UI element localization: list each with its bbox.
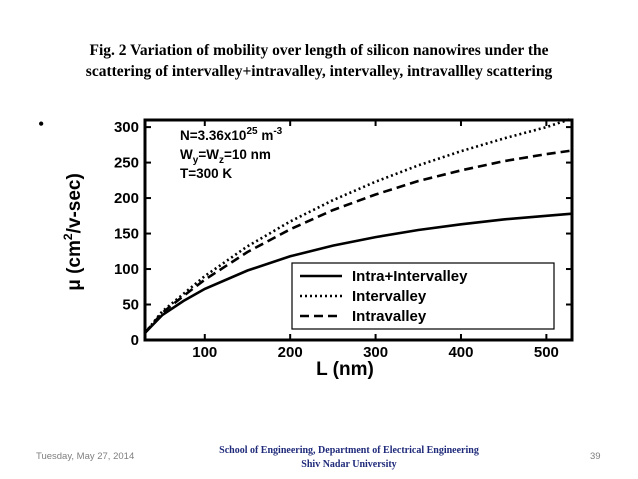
footer-date: Tuesday, May 27, 2014 bbox=[36, 451, 135, 462]
legend-label: Intravalley bbox=[352, 308, 427, 325]
x-tick-label: 300 bbox=[363, 344, 388, 361]
y-tick-label: 0 bbox=[131, 332, 139, 349]
legend-label: Intra+Intervalley bbox=[352, 268, 468, 285]
x-tick-label: 500 bbox=[534, 344, 559, 361]
plot-frame-group bbox=[143, 118, 574, 342]
footer-department: School of Engineering, Department of Ele… bbox=[219, 445, 479, 456]
y-tick-label: 200 bbox=[114, 190, 139, 207]
ticks-group: 100 200 300 400 500 0 50 100 150 200 250 300 bbox=[114, 119, 572, 361]
series-line-intravalley bbox=[144, 149, 573, 334]
y-tick-label: 300 bbox=[114, 119, 139, 136]
caption-line-2: scattering of intervalley+intravalley, i… bbox=[85, 63, 553, 80]
y-tick-label: 100 bbox=[114, 261, 139, 278]
caption-line-1: Fig. 2 Variation of mobility over length… bbox=[89, 42, 549, 59]
annotation-temperature: T=300 K bbox=[180, 166, 232, 181]
legend: Intra+Intervalley Intervalley Intravalley bbox=[291, 262, 555, 330]
annotation-doping: N=3.36x1025 m-3 bbox=[180, 126, 283, 143]
footer-page-number: 39 bbox=[590, 451, 601, 462]
y-tick-label: 250 bbox=[114, 155, 139, 172]
bullet-point: • bbox=[38, 114, 45, 134]
annotation-width: Wy=Wz=10 nm bbox=[180, 147, 271, 166]
x-axis-label: L (nm) bbox=[316, 359, 374, 380]
footer-university: Shiv Nadar University bbox=[301, 459, 397, 470]
x-tick-label: 400 bbox=[448, 344, 473, 361]
series-line-intra-intervalley bbox=[144, 212, 573, 334]
plot-frame bbox=[143, 118, 574, 342]
series-line-intervalley bbox=[143, 117, 573, 334]
y-tick-label: 50 bbox=[122, 297, 139, 314]
legend-label: Intervalley bbox=[352, 288, 427, 305]
y-axis-label: μ (cm2/v-sec) bbox=[61, 173, 85, 291]
footer-institution: School of Engineering, Department of Ele… bbox=[190, 444, 508, 472]
x-tick-label: 200 bbox=[278, 344, 303, 361]
y-tick-label: 150 bbox=[114, 226, 139, 243]
series-group bbox=[143, 117, 573, 334]
figure-caption: Fig. 2 Variation of mobility over length… bbox=[20, 40, 618, 82]
x-tick-label: 100 bbox=[192, 344, 217, 361]
labels-group: L (nm) μ (cm2/v-sec) N=3.36x1025 m-3 Wy=… bbox=[61, 126, 374, 380]
